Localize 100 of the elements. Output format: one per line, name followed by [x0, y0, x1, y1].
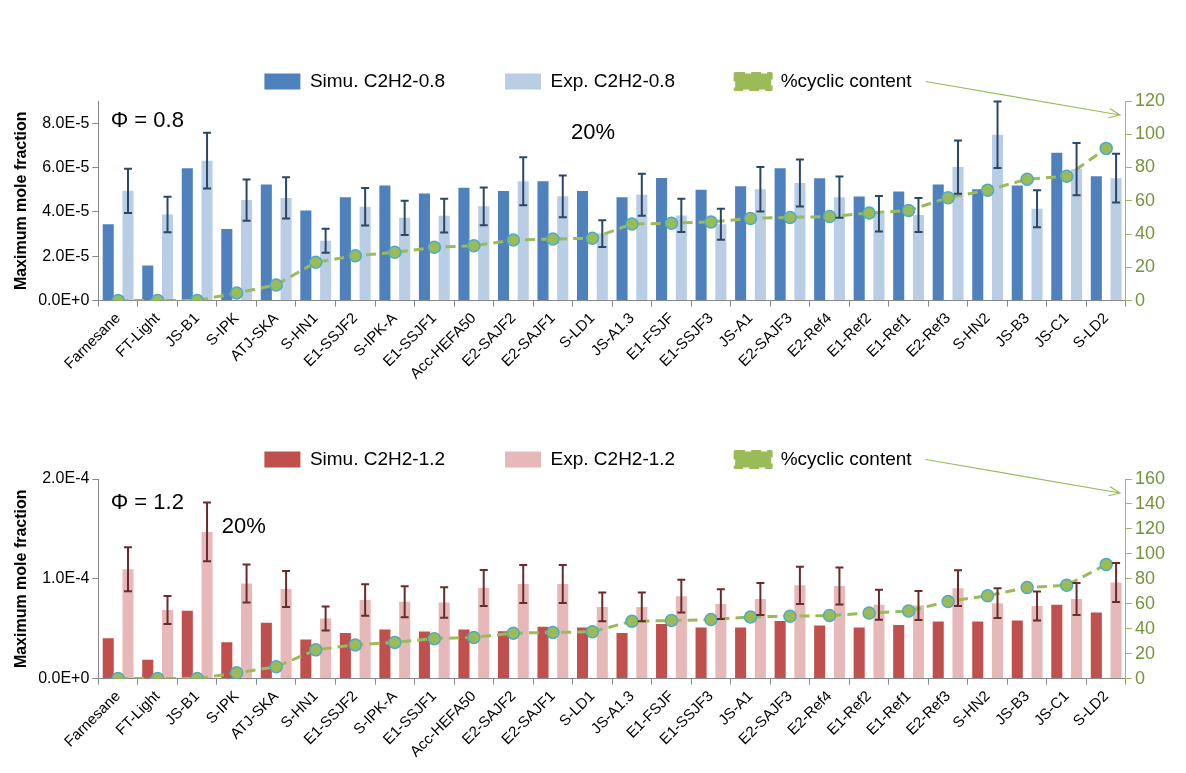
bar — [438, 215, 450, 301]
y-tick-label: 4.0E-5 — [42, 202, 90, 220]
bar — [478, 206, 490, 301]
bar — [596, 233, 608, 301]
y2-tick-label: 100 — [1134, 123, 1166, 144]
bar — [201, 531, 213, 679]
point — [388, 635, 402, 650]
point — [704, 215, 718, 229]
point — [862, 606, 876, 620]
point — [980, 183, 995, 197]
point — [1099, 141, 1113, 156]
point — [941, 191, 955, 205]
bar — [557, 583, 569, 679]
point — [229, 286, 244, 300]
point — [743, 211, 758, 226]
annotation: Φ = 0.8 — [110, 107, 184, 133]
bar — [359, 206, 371, 301]
bar — [122, 190, 134, 301]
bar — [339, 197, 351, 301]
bar — [991, 603, 1004, 679]
bar — [814, 178, 826, 301]
bar — [991, 134, 1004, 301]
point — [1020, 580, 1034, 595]
bar — [576, 191, 589, 301]
bar — [675, 596, 687, 679]
point — [585, 625, 600, 639]
bar — [339, 632, 351, 679]
point — [901, 203, 916, 218]
point — [585, 231, 600, 245]
bar — [458, 187, 470, 301]
y2-tick-label: 40 — [1134, 223, 1155, 244]
bar — [497, 631, 510, 679]
bar — [1110, 178, 1122, 301]
bar — [814, 625, 826, 679]
bar — [893, 191, 905, 301]
bar — [636, 606, 648, 679]
y2-tick-label: 160 — [1134, 467, 1166, 488]
point — [506, 233, 521, 247]
point — [308, 255, 323, 270]
bar — [754, 598, 766, 679]
bar — [1071, 169, 1083, 301]
y-tick-label: 2.0E-4 — [42, 469, 90, 487]
bar — [418, 631, 430, 679]
bar — [241, 583, 253, 679]
y2-tick-label: 20 — [1134, 642, 1155, 663]
bar — [379, 629, 391, 679]
point — [862, 206, 876, 220]
point — [269, 660, 283, 674]
y-tick-label: 2.0E-5 — [42, 246, 90, 264]
point — [546, 232, 560, 246]
bar — [517, 583, 529, 679]
bar — [774, 620, 786, 679]
point — [980, 588, 995, 603]
y2-tick-label: 0 — [1134, 667, 1145, 688]
bar — [893, 624, 905, 679]
bar — [418, 193, 430, 301]
y2-tick-label: 80 — [1134, 156, 1155, 177]
y2-tick-label: 20 — [1134, 256, 1155, 277]
bar — [1011, 185, 1023, 301]
point — [348, 638, 363, 652]
bar — [853, 627, 865, 679]
bar — [1051, 604, 1063, 679]
point — [229, 666, 244, 679]
point — [941, 594, 955, 609]
bar — [241, 200, 253, 301]
bar — [735, 186, 747, 301]
point — [704, 612, 718, 627]
bar — [359, 600, 371, 679]
bar — [537, 626, 549, 679]
point — [783, 210, 797, 225]
bar — [161, 610, 174, 679]
annotation: 20% — [221, 512, 266, 538]
point — [388, 245, 402, 260]
bar — [754, 189, 766, 301]
bar — [576, 627, 589, 679]
bar — [853, 196, 865, 301]
point — [427, 631, 442, 646]
bar — [300, 210, 312, 301]
bar — [260, 184, 272, 301]
legend-label: Simu. C2H2-1.2 — [309, 447, 446, 469]
point — [269, 278, 283, 292]
bar — [1011, 620, 1023, 679]
y2-tick-label: 60 — [1134, 592, 1155, 613]
y2-tick-label: 80 — [1134, 567, 1155, 588]
bar — [1110, 582, 1122, 679]
bar — [972, 621, 984, 679]
bar — [932, 184, 944, 301]
bar — [794, 585, 806, 679]
bar — [616, 197, 628, 301]
bar — [715, 224, 727, 301]
bar — [122, 569, 134, 679]
point — [1059, 169, 1074, 183]
bar — [695, 189, 707, 301]
bar — [833, 197, 845, 301]
point — [664, 613, 679, 628]
bar — [596, 606, 608, 679]
point — [467, 630, 481, 645]
point — [1020, 172, 1034, 186]
y-tick-label: 0.0E+0 — [38, 668, 90, 686]
bar — [1071, 598, 1083, 679]
